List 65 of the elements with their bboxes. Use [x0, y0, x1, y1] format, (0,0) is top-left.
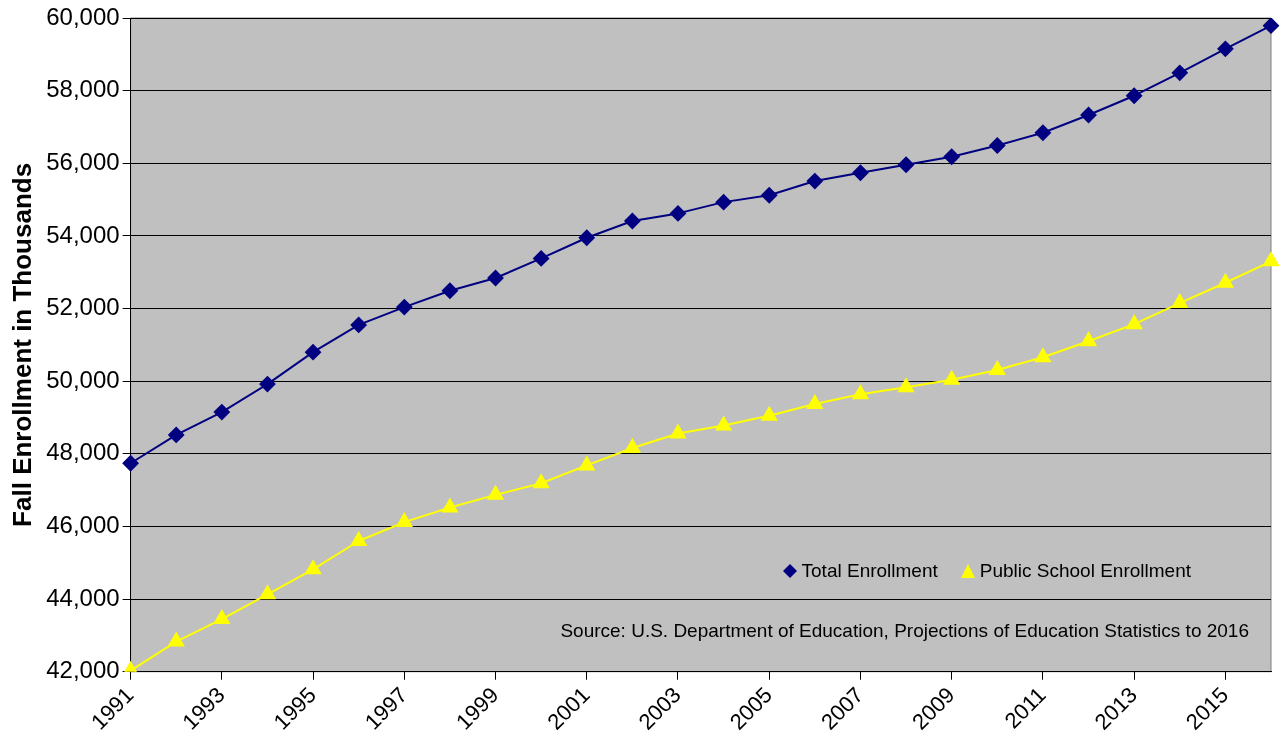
point [1171, 294, 1188, 309]
point [670, 424, 686, 439]
y-tick-label: 56,000 [46, 147, 120, 175]
point [1080, 106, 1097, 123]
point [350, 531, 367, 546]
y-tick-label: 52,000 [46, 293, 120, 321]
y-tick-label: 46,000 [46, 511, 120, 539]
point [761, 406, 778, 421]
point [1171, 64, 1188, 81]
point [761, 187, 778, 204]
point [806, 173, 823, 190]
point [259, 376, 276, 393]
y-tick-label: 42,000 [46, 656, 120, 684]
point [1263, 18, 1279, 34]
point [670, 205, 686, 222]
point [989, 137, 1006, 154]
point [213, 610, 230, 625]
point [396, 513, 413, 528]
point [168, 426, 185, 443]
point [487, 270, 504, 287]
point [533, 250, 550, 267]
point [122, 455, 139, 472]
y-tick-label: 54,000 [46, 220, 120, 248]
point [487, 485, 504, 500]
annotation: Source: U.S. Department of Education, Projections of Education Statistics to 2016 [560, 619, 1249, 642]
point [441, 282, 458, 299]
point [943, 148, 960, 165]
point [533, 474, 550, 489]
point [1080, 332, 1097, 347]
point [305, 344, 322, 361]
point [898, 378, 914, 393]
y-tick-label: 50,000 [46, 365, 120, 393]
point [305, 560, 321, 575]
point [441, 498, 458, 513]
point [1034, 124, 1051, 141]
point [898, 156, 915, 173]
point [350, 316, 367, 333]
point [806, 395, 823, 410]
y-tick-label: 60,000 [46, 2, 120, 30]
point [715, 416, 732, 431]
y-axis-title: Fall Enrollment in Thousands [6, 162, 37, 527]
point [1126, 315, 1143, 330]
point [1217, 273, 1234, 288]
legend-label: Total Enrollment [801, 559, 938, 582]
point [578, 456, 595, 471]
point [852, 385, 869, 400]
y-tick-label: 44,000 [46, 583, 120, 611]
point [1217, 40, 1234, 57]
y-tick-label: 48,000 [46, 438, 120, 466]
y-tick-label: 58,000 [46, 75, 120, 103]
point [168, 632, 185, 647]
point [989, 360, 1006, 375]
point [259, 585, 276, 600]
point [715, 194, 732, 211]
point [213, 404, 230, 421]
point [1034, 348, 1051, 363]
point [624, 213, 641, 230]
point [624, 439, 641, 454]
legend-label: Public School Enrollment [979, 559, 1191, 582]
point [396, 299, 413, 316]
point [1126, 87, 1143, 104]
point [1263, 252, 1279, 267]
point [852, 164, 869, 181]
point [578, 229, 595, 246]
point [943, 370, 960, 385]
